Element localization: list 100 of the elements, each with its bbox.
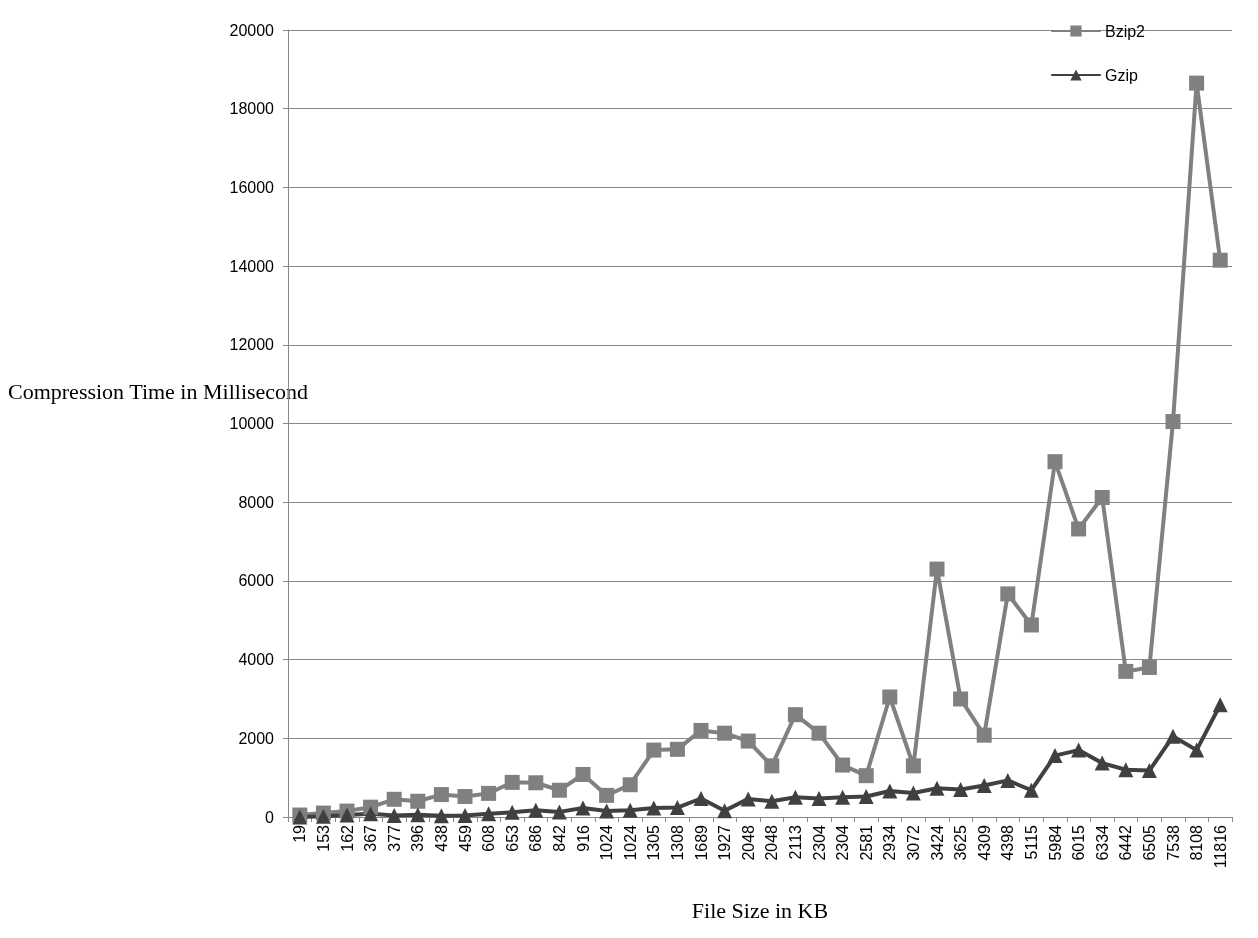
point (551, 782, 567, 798)
point (1071, 742, 1087, 758)
x-tick-label: 6015 (1070, 824, 1088, 861)
x-tick-label: 1024 (621, 824, 639, 861)
point (433, 787, 449, 803)
x-tick-label: 162 (338, 824, 356, 852)
point (811, 791, 827, 807)
x-tick-label: 2304 (834, 824, 852, 861)
point (1000, 586, 1016, 602)
x-tick-label: 11816 (1211, 824, 1229, 869)
x-tick-label: 4309 (975, 824, 993, 861)
point (528, 775, 544, 791)
y-tick-label: 12000 (229, 336, 275, 354)
point (1141, 659, 1157, 675)
point (528, 802, 544, 818)
x-axis-title: File Size in KB (691, 897, 829, 923)
point (622, 802, 638, 818)
point (1023, 782, 1039, 798)
legend-label: Gzip (1104, 66, 1138, 84)
point (1118, 762, 1134, 778)
point (504, 774, 520, 790)
point (551, 804, 567, 820)
point (575, 767, 591, 782)
point (622, 777, 638, 793)
x-tick-label: 19 (291, 824, 309, 843)
point (717, 725, 733, 741)
point (1165, 728, 1181, 744)
point (386, 807, 402, 823)
x-tick-label: 3625 (952, 824, 970, 861)
point (858, 768, 874, 784)
point (457, 807, 473, 823)
point (835, 757, 851, 773)
y-tick-label: 2000 (238, 729, 275, 747)
point (363, 806, 379, 822)
x-tick-label: 6442 (1117, 824, 1135, 861)
x-tick-label: 377 (385, 824, 403, 852)
x-tick-label: 653 (503, 824, 521, 852)
x-tick-label: 2934 (881, 824, 899, 861)
point (740, 791, 756, 807)
point (599, 787, 615, 803)
y-tick-label: 10000 (229, 415, 275, 432)
point (929, 780, 945, 796)
point (1141, 763, 1157, 779)
x-tick-label: 6505 (1140, 824, 1158, 861)
point (575, 800, 591, 816)
point (976, 727, 992, 743)
point (717, 803, 733, 819)
point (1212, 252, 1228, 268)
x-tick-label: 3072 (904, 824, 922, 861)
point (1047, 748, 1063, 764)
x-tick-label: 1024 (598, 824, 616, 861)
x-tick-label: 2113 (786, 824, 804, 860)
y-tick-label: 6000 (238, 572, 275, 590)
y-tick-label: 20000 (229, 21, 275, 39)
x-tick-label: 2581 (857, 824, 875, 861)
point (410, 793, 426, 809)
point (1047, 454, 1063, 470)
x-tick-label: 2048 (763, 824, 781, 861)
x-tick-label: 916 (574, 824, 592, 852)
y-tick-label: 0 (265, 808, 275, 826)
point (787, 707, 803, 723)
point (811, 725, 827, 741)
x-tick-label: 842 (550, 824, 568, 852)
x-tick-label: 1308 (668, 824, 686, 861)
x-tick-label: 5115 (1022, 824, 1040, 860)
point (1189, 742, 1205, 758)
point (693, 722, 709, 738)
point (882, 689, 898, 705)
point (1094, 755, 1110, 771)
point (953, 781, 969, 797)
y-tick-label: 18000 (229, 100, 275, 118)
x-tick-label: 1689 (692, 824, 710, 861)
point (787, 789, 803, 805)
point (1165, 414, 1181, 430)
point (1071, 521, 1087, 537)
point (1000, 772, 1016, 788)
point (669, 741, 685, 757)
point (410, 807, 426, 823)
point (740, 733, 756, 749)
point (599, 803, 615, 819)
point (882, 783, 898, 799)
x-tick-label: 608 (480, 824, 498, 852)
point (433, 808, 449, 824)
point (646, 742, 662, 758)
point (504, 804, 520, 820)
x-tick-label: 438 (432, 824, 450, 852)
point (1094, 489, 1110, 505)
point (976, 778, 992, 794)
x-tick-label: 396 (409, 824, 427, 852)
point (905, 785, 921, 801)
point (457, 789, 473, 805)
point (1118, 663, 1134, 679)
point (339, 807, 355, 823)
point (929, 561, 945, 577)
x-tick-label: 4398 (999, 824, 1017, 861)
point (953, 691, 969, 707)
point (669, 800, 685, 816)
point (858, 789, 874, 805)
x-tick-label: 1305 (645, 824, 663, 861)
x-tick-label: 459 (456, 824, 474, 852)
